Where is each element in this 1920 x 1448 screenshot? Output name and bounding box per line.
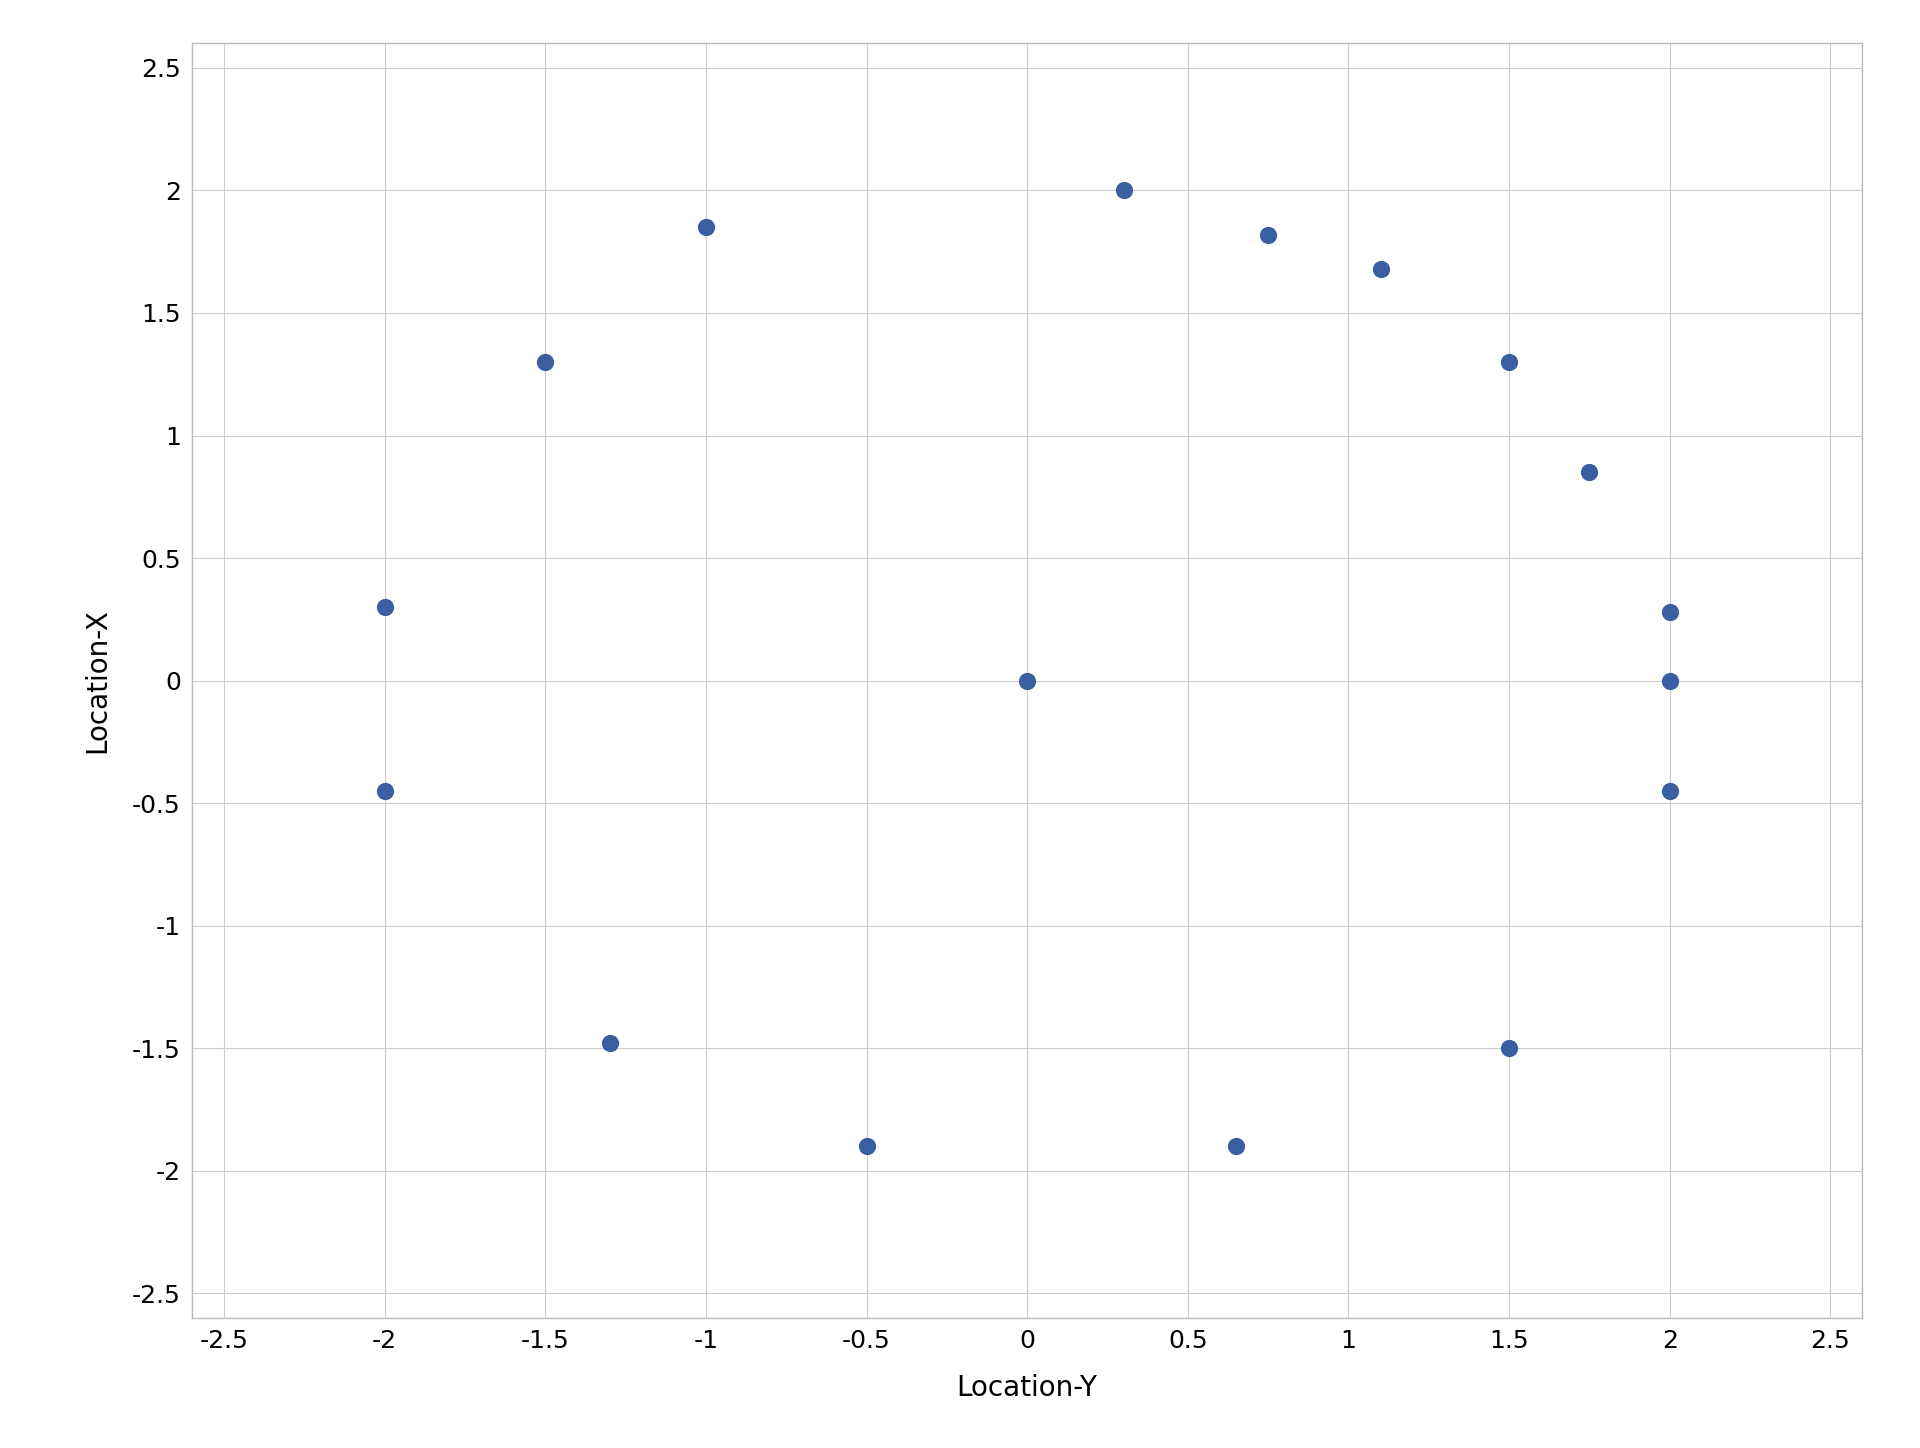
Point [1494,350,1524,374]
Point [1655,601,1686,624]
Point [1574,460,1605,484]
Point [1221,1135,1252,1158]
Point [1655,779,1686,802]
Y-axis label: Location-X: Location-X [83,608,111,753]
Point [593,1031,624,1054]
Point [530,350,561,374]
Point [1365,258,1396,281]
Point [369,779,399,802]
Point [1494,1037,1524,1060]
Point [691,216,722,239]
Point [851,1135,881,1158]
Point [369,595,399,618]
Point [1108,180,1139,203]
Point [1252,223,1283,246]
Point [1012,669,1043,692]
Point [1655,669,1686,692]
X-axis label: Location-Y: Location-Y [956,1374,1098,1402]
